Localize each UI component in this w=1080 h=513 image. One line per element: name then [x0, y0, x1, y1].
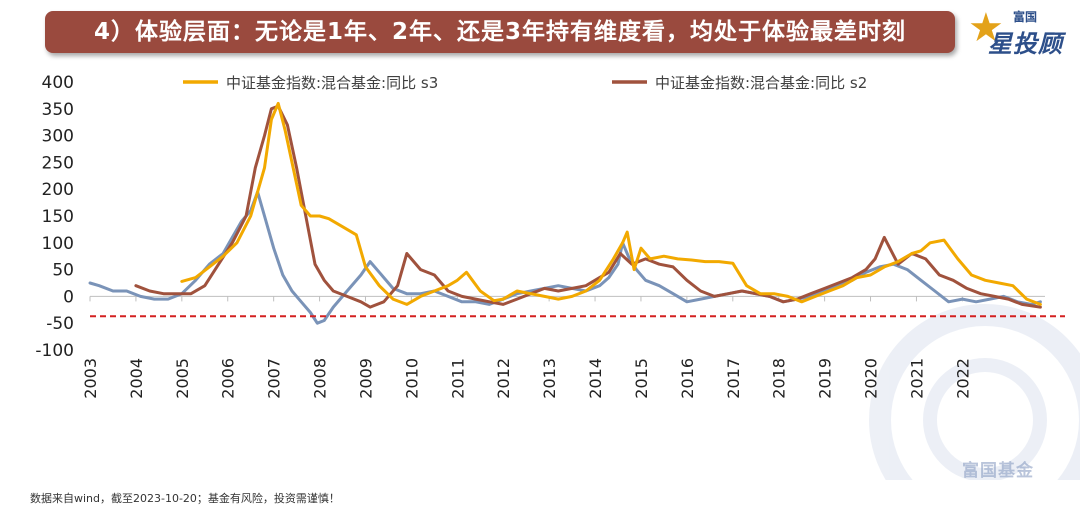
logo-top-text: 富国 [1013, 10, 1038, 24]
x-tick-label: 2016 [678, 358, 697, 399]
y-axis: 400 350 300 250 200 150 100 50 0 -50 -100 [35, 73, 1045, 361]
line-chart: 中证基金指数:混合基金:同比 s3 中证基金指数:混合基金:同比 s2 400 3… [35, 73, 1080, 480]
x-tick-label: 2015 [632, 358, 651, 399]
brand-logo: ★ 富国 星投顾 [968, 5, 1073, 58]
y-tick-label: 350 [42, 100, 74, 120]
watermark-text: 富国基金 [962, 461, 1034, 481]
series-line-1 [134, 104, 1042, 309]
y-tick-label: 200 [42, 180, 74, 200]
legend-label-s2: 中证基金指数:混合基金:同比 s2 [655, 74, 867, 92]
x-tick-label: 2013 [540, 358, 559, 399]
x-tick-label: 2009 [356, 358, 375, 399]
x-tick-label: 2022 [953, 358, 972, 399]
legend: 中证基金指数:混合基金:同比 s3 中证基金指数:混合基金:同比 s2 [183, 74, 867, 92]
x-tick-label: 2012 [494, 358, 513, 399]
x-tick-label: 2003 [81, 358, 100, 399]
y-tick-label: 0 [63, 287, 74, 307]
x-tick-label: 2008 [311, 358, 330, 399]
x-tick-label: 2006 [219, 358, 238, 399]
y-tick-label: 250 [42, 153, 74, 173]
x-tick-label: 2005 [173, 358, 192, 399]
x-tick-label: 2019 [816, 358, 835, 399]
series-line-0 [180, 101, 1042, 306]
y-tick-label: 400 [42, 73, 74, 93]
source-note: 数据来自wind，截至2023-10-20；基金有风险，投资需谨慎！ [30, 492, 340, 505]
x-tick-label: 2021 [907, 358, 926, 399]
series-line-2 [88, 190, 1042, 325]
x-tick-label: 2017 [724, 358, 743, 399]
x-tick-label: 2004 [127, 358, 146, 399]
y-tick-label: 150 [42, 207, 74, 227]
x-tick-label: 2007 [265, 358, 284, 399]
x-tick-label: 2011 [448, 358, 467, 399]
x-tick-label: 2010 [402, 358, 421, 399]
chart-watermark-shape [869, 304, 1080, 480]
x-tick-label: 2020 [862, 358, 881, 399]
y-tick-label: 100 [42, 234, 74, 254]
y-tick-label: 300 [42, 127, 74, 147]
y-tick-label: 50 [52, 261, 74, 281]
x-axis: 2003 2004 2005 2006 2007 2008 2009 2010 2011 2012… [81, 296, 972, 399]
series-layer [88, 101, 1042, 325]
legend-label-s3: 中证基金指数:混合基金:同比 s3 [226, 74, 438, 92]
x-tick-label: 2014 [586, 358, 605, 399]
page-title: 4）体验层面：无论是1年、2年、还是3年持有维度看，均处于体验最差时刻 [45, 11, 955, 53]
x-tick-label: 2018 [770, 358, 789, 399]
y-tick-label: -100 [35, 341, 74, 361]
star-logo-icon: ★ [968, 5, 1004, 51]
logo-main-text: 星投顾 [988, 30, 1063, 58]
y-tick-label: -50 [46, 314, 74, 334]
